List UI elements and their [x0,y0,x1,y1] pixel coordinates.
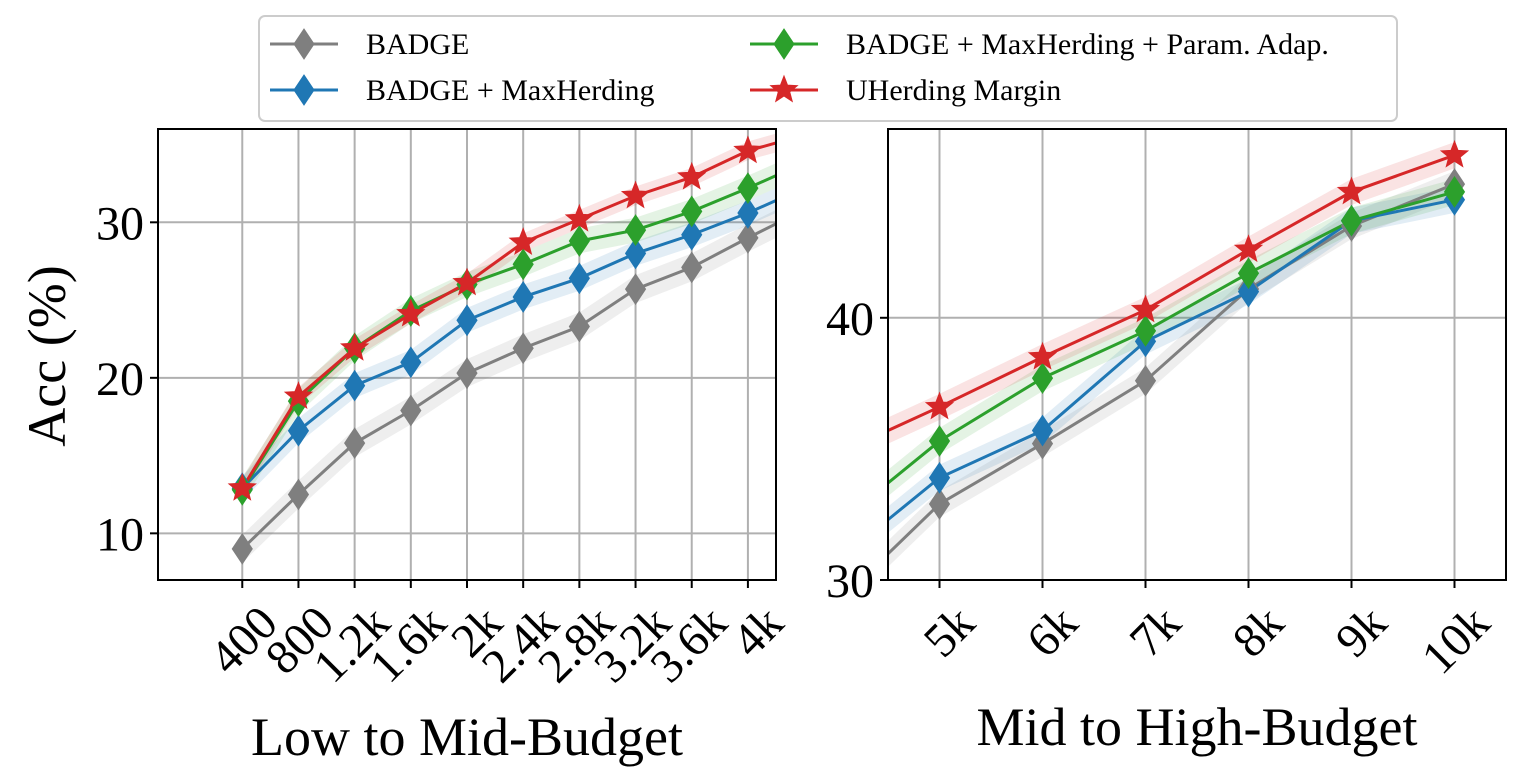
band-badge [242,209,776,563]
data-point-badge [1134,364,1157,397]
data-point-badge-maxherding-param-adap [1237,257,1260,290]
y-axis-label: Acc (%) [17,265,77,446]
data-point-badge [568,310,590,343]
legend-label: BADGE + MaxHerding [366,74,655,107]
legend-marker-diamond [293,74,315,106]
data-point-badge [928,488,951,520]
legend-label: BADGE + MaxHerding + Param. Adap. [846,28,1329,61]
data-point-uherding-margin [1233,234,1264,263]
data-point-uherding-margin [508,227,538,255]
data-point-badge-maxherding [400,346,422,379]
data-point-badge-maxherding-param-adap [737,172,759,204]
data-point-badge-maxherding [1237,275,1260,308]
data-point-badge-maxherding-param-adap [1134,314,1157,347]
data-point-uherding-margin [396,298,426,327]
y-tick-label: 40 [826,293,874,346]
legend-item-badge: BADGE [270,28,469,61]
data-point-uherding-margin [1130,294,1161,323]
data-point-badge-maxherding-param-adap [928,425,951,457]
data-point-badge-maxherding [344,369,366,402]
x-axis-label-left: Low to Mid-Budget [251,707,683,767]
x-axis-label-right: Mid to High-Budget [977,697,1418,757]
legend-marker-diamond [293,28,315,60]
x-tick-label: 6k [1017,596,1088,667]
x-tick-label: 8k [1223,596,1294,667]
band-badge-maxherding [242,188,776,501]
chart-low-to-mid-budget: 4008001.2k1.6k2k2.4k2.8k3.2k3.6k4k102030… [17,128,793,767]
data-point-uherding-margin [283,381,314,409]
data-point-badge-maxherding [928,461,951,494]
x-tick-label: 10k [1412,596,1500,684]
data-point-badge-maxherding-param-adap [681,195,703,228]
band-badge-maxherding [888,186,1455,533]
y-tick-label: 20 [96,353,144,406]
x-tick-label: 7k [1120,596,1191,667]
data-point-uherding-margin [620,180,651,209]
legend-item-badge-maxherding: BADGE + MaxHerding [270,74,655,107]
legend-item-uherding-margin: UHerding Margin [750,74,1061,107]
x-tick-label: 5k [914,596,985,667]
data-point-uherding-margin [452,267,482,296]
x-tick-label: 9k [1326,596,1397,667]
legend-label: BADGE [366,28,469,61]
data-point-badge-maxherding-param-adap [1340,204,1363,237]
data-point-badge-maxherding-param-adap [1031,362,1054,395]
chart-mid-to-high-budget: 5k 6k 7k 8k 9k 10k 30 40 Mid to High-Budget [826,128,1507,757]
data-point-uherding-margin [677,161,707,190]
data-point-badge-maxherding-param-adap [1443,176,1466,208]
data-point-badge-maxherding [512,281,534,313]
legend-item-badge-maxherding-param-adap: BADGE + MaxHerding + Param. Adap. [750,28,1329,61]
data-point-badge-maxherding [568,262,590,295]
data-point-badge [737,221,759,254]
data-point-badge [456,357,478,390]
data-point-badge-maxherding [681,218,703,251]
data-point-badge [231,532,253,565]
y-tick-label: 30 [826,555,874,608]
legend-marker-diamond [773,28,795,60]
data-point-badge-maxherding-param-adap [512,248,534,281]
band-badge [888,170,1455,567]
data-point-badge-maxherding-param-adap [568,225,590,257]
data-point-uherding-margin [1336,176,1367,205]
data-point-badge [344,427,366,460]
data-point-badge-maxherding [1031,414,1054,447]
data-point-badge-maxherding [737,197,759,229]
band-uherding-margin [888,142,1455,444]
data-point-uherding-margin [1027,341,1058,370]
x-tick-label: 4k [722,596,793,667]
data-point-badge-maxherding [624,237,647,270]
data-point-uherding-margin [227,472,257,501]
data-point-uherding-margin [1439,139,1470,168]
y-tick-label: 30 [96,197,144,250]
data-point-badge [624,273,647,306]
data-point-badge [681,251,703,284]
data-point-badge [512,332,534,365]
data-point-uherding-margin [924,391,955,420]
plot-frame-right [887,128,1507,581]
data-point-uherding-margin [339,332,370,361]
data-point-uherding-margin [733,135,763,164]
legend-frame [258,15,1398,122]
y-tick-label: 10 [96,508,144,561]
data-point-badge [400,394,422,427]
band-uherding-margin [242,133,776,498]
legend-marker-star [769,74,799,103]
data-point-uherding-margin [564,203,595,232]
data-point-badge [287,478,310,511]
series-line-uherding-margin [240,141,776,490]
legend-label: UHerding Margin [846,74,1061,107]
data-point-badge-maxherding [287,414,310,447]
data-point-badge-maxherding-param-adap [624,214,647,246]
legend: BADGE BADGE + MaxHerding + Param. Adap. BA… [258,15,1398,122]
data-point-badge-maxherding [456,304,478,337]
